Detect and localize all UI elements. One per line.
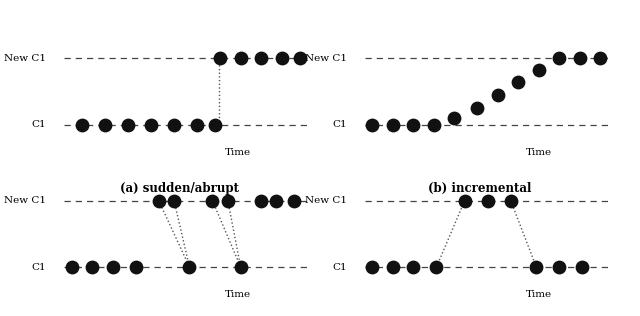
Point (493, 93, 503, 98)
Text: Time: Time (526, 290, 552, 299)
Point (271, 198, 282, 203)
Point (215, 56, 225, 61)
Point (256, 56, 266, 61)
Point (131, 264, 141, 270)
Point (146, 122, 156, 127)
Point (169, 198, 179, 203)
Text: (b) incremental: (b) incremental (428, 182, 532, 195)
Point (367, 264, 378, 270)
Point (460, 198, 470, 203)
Point (77, 122, 87, 127)
Point (236, 56, 246, 61)
Point (429, 122, 439, 127)
Point (408, 264, 419, 270)
Text: New C1: New C1 (305, 196, 347, 205)
Point (123, 122, 133, 127)
Point (108, 264, 118, 270)
Point (408, 122, 419, 127)
Point (169, 122, 179, 127)
Point (207, 198, 218, 203)
Point (483, 198, 493, 203)
Point (472, 106, 483, 111)
Point (388, 264, 398, 270)
Point (289, 198, 300, 203)
Point (531, 264, 541, 270)
Text: C1: C1 (332, 263, 347, 271)
Point (513, 79, 524, 84)
Text: C1: C1 (332, 120, 347, 129)
Point (210, 122, 220, 127)
Point (276, 56, 287, 61)
Point (192, 122, 202, 127)
Text: (a) sudden/abrupt: (a) sudden/abrupt (120, 182, 239, 195)
Text: New C1: New C1 (4, 196, 46, 205)
Point (154, 198, 164, 203)
Text: C1: C1 (31, 120, 46, 129)
Point (534, 68, 544, 73)
Point (87, 264, 97, 270)
Point (554, 56, 564, 61)
Point (256, 198, 266, 203)
Point (223, 198, 233, 203)
Text: Time: Time (526, 148, 552, 157)
Point (577, 264, 588, 270)
Point (100, 122, 110, 127)
Point (449, 116, 460, 121)
Point (595, 56, 605, 61)
Text: Time: Time (225, 148, 252, 157)
Point (67, 264, 77, 270)
Point (554, 264, 564, 270)
Point (236, 264, 246, 270)
Point (367, 122, 378, 127)
Point (506, 198, 516, 203)
Text: C1: C1 (31, 263, 46, 271)
Point (184, 264, 195, 270)
Text: New C1: New C1 (305, 54, 347, 63)
Text: Time: Time (225, 290, 252, 299)
Point (431, 264, 442, 270)
Point (575, 56, 585, 61)
Point (294, 56, 305, 61)
Text: New C1: New C1 (4, 54, 46, 63)
Point (388, 122, 398, 127)
